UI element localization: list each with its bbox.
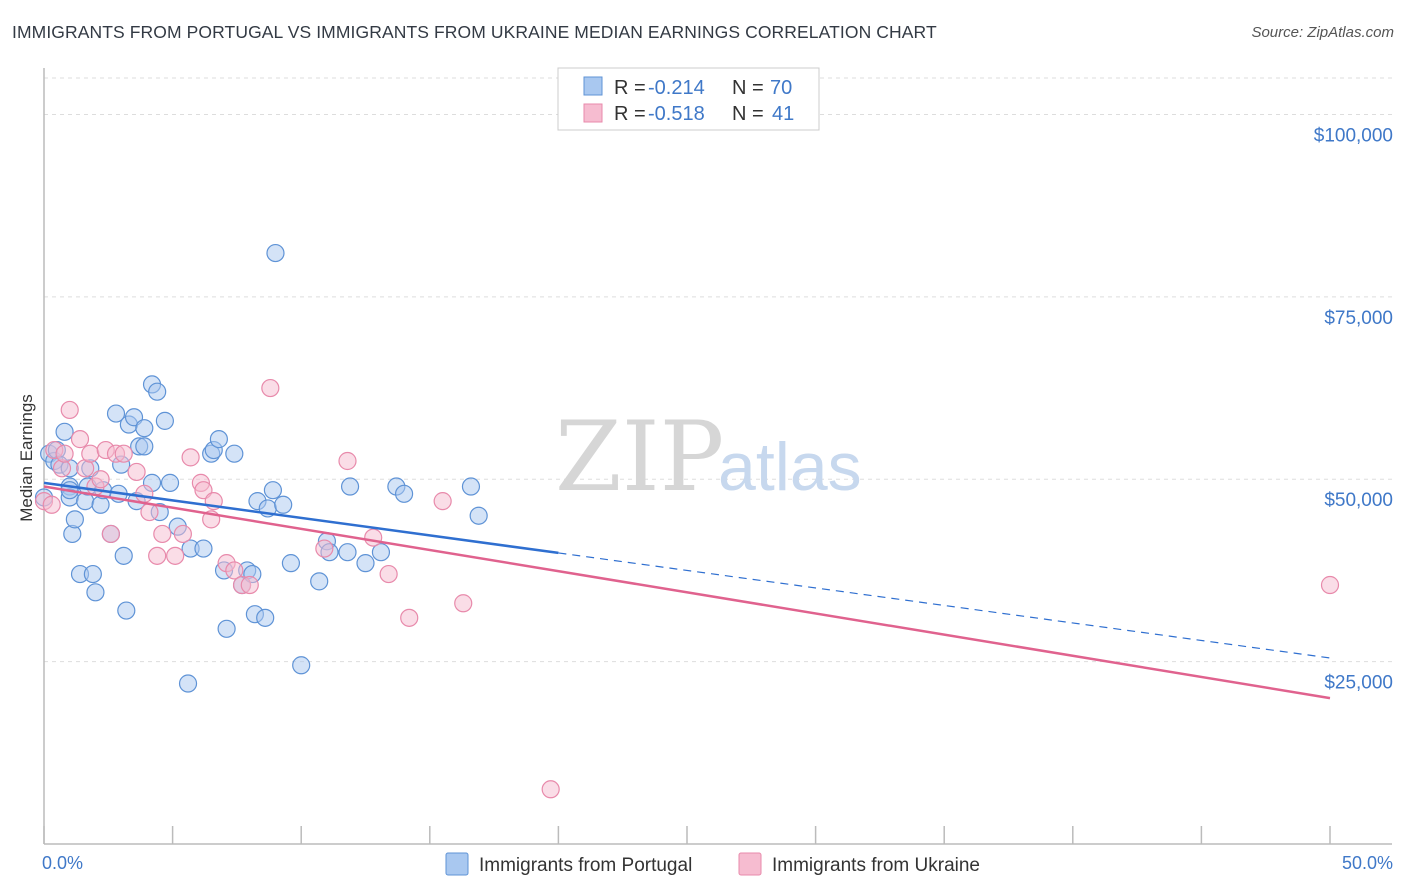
ukraine-point-35 bbox=[400, 608, 419, 627]
portugal-point-24 bbox=[114, 546, 133, 565]
watermark: ZIP atlas bbox=[555, 401, 862, 513]
ukraine-point-30 bbox=[261, 378, 280, 398]
legend-n-value-ukraine: 41 bbox=[772, 103, 794, 125]
y-tick-label-1: $50,000 bbox=[1324, 490, 1393, 511]
portugal-point-37 bbox=[160, 473, 180, 492]
portugal-point-44 bbox=[209, 430, 228, 449]
portugal-point-41 bbox=[194, 539, 213, 558]
ukraine-point-39 bbox=[1320, 575, 1340, 595]
portugal-point-65 bbox=[356, 554, 375, 573]
portugal-point-25 bbox=[117, 601, 136, 620]
y-tick-labels: $25,000 $50,000 $75,000 $100,000 bbox=[1314, 125, 1393, 693]
ukraine-point-31 bbox=[315, 539, 334, 558]
ukraine-point-33 bbox=[364, 528, 383, 547]
portugal-point-55 bbox=[263, 481, 283, 500]
ukraine-trend-line bbox=[43, 485, 1331, 700]
portugal-point-53 bbox=[256, 608, 275, 627]
ukraine-point-4 bbox=[60, 400, 79, 420]
chart-source: Source: ZipAtlas.com bbox=[1251, 24, 1394, 41]
legend-r-label-portugal: R = bbox=[614, 77, 646, 99]
legend-n-value-portugal: 70 bbox=[770, 77, 792, 99]
portugal-point-69 bbox=[461, 477, 481, 496]
ukraine-point-32 bbox=[338, 451, 357, 471]
ukraine-point-34 bbox=[379, 564, 398, 584]
y-axis-label: Median Earnings bbox=[17, 394, 36, 522]
portugal-trend-line-extension bbox=[558, 552, 1331, 659]
x-tick-labels: 0.0% 50.0% bbox=[42, 853, 1393, 873]
chart-title: IMMIGRANTS FROM PORTUGAL VS IMMIGRANTS F… bbox=[12, 22, 937, 42]
portugal-point-56 bbox=[266, 243, 285, 263]
legend-n-label-ukraine: N = bbox=[732, 103, 764, 125]
portugal-point-47 bbox=[225, 444, 244, 463]
legend-r-value-portugal: -0.214 bbox=[648, 77, 705, 99]
legend-r-value-ukraine: -0.518 bbox=[648, 103, 705, 125]
y-tick-label-3: $100,000 bbox=[1314, 125, 1393, 146]
ukraine-point-15 bbox=[135, 484, 154, 503]
portugal-point-66 bbox=[371, 543, 391, 562]
ukraine-point-9 bbox=[91, 470, 110, 489]
watermark-zip: ZIP bbox=[555, 401, 724, 513]
portugal-point-16 bbox=[83, 564, 102, 584]
series-portugal-points bbox=[34, 243, 488, 693]
portugal-point-31 bbox=[135, 419, 154, 438]
portugal-point-21 bbox=[106, 404, 126, 423]
portugal-point-59 bbox=[292, 656, 311, 675]
portugal-point-36 bbox=[155, 411, 174, 430]
portugal-point-68 bbox=[394, 484, 414, 503]
portugal-point-57 bbox=[274, 495, 293, 514]
ukraine-point-17 bbox=[148, 546, 167, 565]
x-tick-label-0: 0.0% bbox=[42, 853, 83, 873]
ukraine-point-13 bbox=[114, 444, 133, 463]
portugal-point-34 bbox=[148, 382, 167, 401]
ukraine-point-5 bbox=[70, 430, 90, 449]
ukraine-point-38 bbox=[541, 780, 560, 799]
ukraine-point-11 bbox=[101, 524, 120, 544]
legend-n-label-portugal: N = bbox=[732, 77, 764, 99]
portugal-point-70 bbox=[469, 506, 488, 525]
ukraine-point-27 bbox=[225, 561, 244, 580]
legend-box: R = -0.214 N = 70 R = -0.518 N = 41 bbox=[557, 67, 820, 131]
portugal-point-39 bbox=[178, 674, 198, 693]
bottom-legend-swatch-ukraine bbox=[738, 852, 762, 876]
bottom-legend: Immigrants from Portugal Immigrants from… bbox=[445, 852, 980, 876]
bottom-legend-swatch-portugal bbox=[445, 852, 469, 876]
trend-lines bbox=[43, 481, 1331, 700]
ukraine-point-19 bbox=[166, 546, 185, 565]
portugal-point-46 bbox=[217, 619, 236, 638]
legend-r-label-ukraine: R = bbox=[614, 103, 646, 125]
ukraine-point-3 bbox=[55, 444, 74, 463]
ukraine-point-29 bbox=[240, 575, 259, 595]
portugal-point-63 bbox=[338, 543, 357, 562]
portugal-point-64 bbox=[340, 477, 360, 496]
portugal-point-60 bbox=[310, 572, 329, 591]
ukraine-point-40 bbox=[42, 495, 61, 514]
ukraine-point-37 bbox=[454, 594, 473, 613]
portugal-point-11 bbox=[65, 510, 84, 529]
portugal-trend-line bbox=[43, 481, 559, 555]
portugal-point-5 bbox=[55, 422, 74, 441]
y-tick-label-2: $75,000 bbox=[1324, 308, 1393, 329]
ukraine-point-20 bbox=[173, 524, 192, 544]
ukraine-point-21 bbox=[181, 448, 200, 467]
ukraine-point-14 bbox=[127, 462, 146, 482]
bottom-legend-label-portugal: Immigrants from Portugal bbox=[479, 855, 692, 876]
ukraine-point-36 bbox=[433, 492, 452, 511]
ukraine-point-18 bbox=[153, 524, 172, 544]
portugal-point-30 bbox=[135, 437, 154, 456]
portugal-point-17 bbox=[86, 583, 105, 602]
legend-swatch-ukraine bbox=[583, 103, 603, 123]
portugal-point-58 bbox=[281, 554, 301, 573]
ukraine-point-7 bbox=[81, 444, 100, 463]
legend-swatch-portugal bbox=[583, 76, 603, 96]
x-tick-label-1: 50.0% bbox=[1342, 853, 1393, 873]
y-tick-label-0: $25,000 bbox=[1324, 673, 1393, 694]
bottom-legend-label-ukraine: Immigrants from Ukraine bbox=[772, 855, 980, 876]
watermark-atlas: atlas bbox=[718, 429, 862, 505]
